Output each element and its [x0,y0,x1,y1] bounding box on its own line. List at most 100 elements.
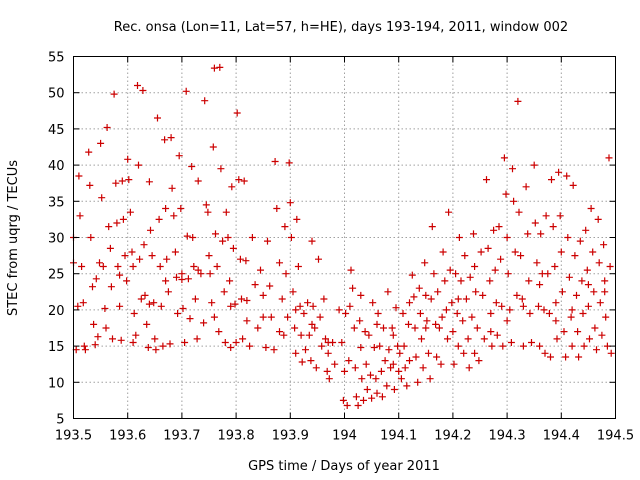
data-point-plus [209,143,217,151]
data-point-plus [535,302,542,310]
data-point-plus [202,201,210,209]
data-point-plus [565,273,573,281]
y-tick-label: 15 [48,340,65,355]
data-point-plus [373,389,381,397]
data-point-plus [162,205,170,212]
data-point-plus [411,324,419,332]
data-point-plus [459,317,467,325]
data-point-plus [129,339,137,346]
data-point-plus [266,282,274,290]
data-point-plus [363,386,371,393]
data-point-plus [130,310,138,317]
data-point-plus [573,291,580,299]
data-point-plus [140,241,148,249]
data-point-plus [432,320,440,328]
data-point-plus [422,324,430,332]
data-point-plus [224,234,232,241]
data-point-plus [114,263,122,270]
data-point-plus [254,324,262,332]
x-tick-label: 193.9 [272,429,309,444]
data-point-plus [426,375,434,383]
data-point-plus [145,300,153,308]
data-point-plus [380,324,387,332]
data-point-plus [540,306,548,314]
data-point-plus [389,360,397,368]
data-point-plus [423,317,431,325]
data-point-plus [389,331,397,339]
data-point-plus [357,291,365,299]
data-point-plus [210,64,218,72]
data-point-plus [238,295,245,303]
data-point-plus [579,310,587,317]
data-point-plus [564,234,572,241]
data-point-plus [294,263,302,270]
data-point-plus [360,396,367,404]
data-point-plus [383,382,391,390]
data-point-plus [377,367,385,375]
data-point-plus [544,270,552,278]
data-point-plus [87,234,95,241]
data-point-plus [370,344,378,351]
data-point-plus [452,270,460,278]
data-point-plus [503,234,511,241]
data-point-plus [503,317,511,325]
data-point-plus [206,270,214,278]
data-point-plus [137,295,145,303]
data-point-plus [300,310,308,317]
data-point-plus [181,339,189,346]
data-point-plus [509,165,516,173]
data-point-plus [582,226,590,234]
data-point-plus [574,328,582,336]
data-point-plus [551,263,559,270]
data-point-plus [235,176,243,184]
data-point-plus [118,177,126,185]
data-point-plus [109,335,116,343]
data-point-plus [156,263,164,270]
data-point-plus [212,230,219,238]
data-point-plus [493,331,501,339]
data-point-plus [81,346,89,354]
data-point-plus [155,215,163,223]
y-tick-label: 50 [48,87,65,102]
data-point-plus [285,159,293,167]
data-point-plus [171,248,179,256]
data-point-plus [186,315,194,323]
data-point-plus [184,275,192,283]
data-point-plus [446,266,454,274]
data-point-plus [519,302,527,310]
data-point-plus [331,360,339,368]
data-point-plus [412,353,420,361]
data-point-plus [152,346,160,354]
data-point-plus [208,299,216,307]
data-point-plus [90,320,98,328]
data-point-plus [441,277,449,285]
data-point-plus [148,252,156,260]
x-axis-title: GPS time / Days of year 2011 [248,459,440,474]
data-point-plus [150,299,158,307]
data-point-plus [607,349,615,357]
data-point-plus [495,223,503,231]
data-point-plus [110,90,118,98]
data-point-plus [281,223,289,231]
data-point-plus [79,299,87,307]
data-point-plus [587,205,595,212]
data-point-plus [558,288,566,296]
data-point-plus [251,281,259,289]
data-point-plus [78,263,86,270]
data-point-plus [374,310,382,317]
data-point-plus [378,393,386,401]
data-point-plus [596,299,604,307]
x-tick-label: 193.8 [217,429,254,444]
data-point-plus [168,184,176,192]
data-point-plus [161,136,169,144]
data-point-plus [372,375,380,383]
data-point-plus [307,357,315,365]
data-point-plus [502,190,510,198]
data-point-plus [324,349,332,357]
x-tick-label: 193.6 [109,429,146,444]
data-point-plus [390,386,398,393]
data-point-plus [284,313,292,321]
data-point-plus [405,320,412,328]
data-point-plus [197,270,205,278]
data-point-plus [568,306,576,314]
